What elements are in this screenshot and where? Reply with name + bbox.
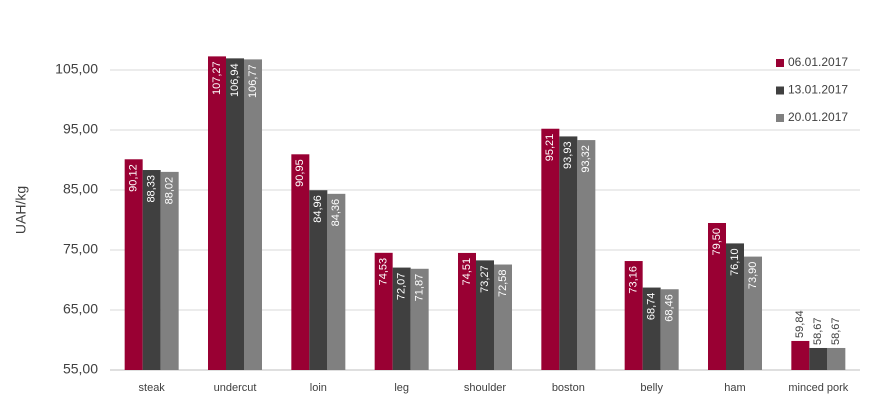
bar: [160, 171, 179, 370]
value-label: 72,58: [497, 270, 509, 298]
value-label: 106,77: [247, 64, 259, 98]
x-tick-label: ham: [724, 382, 745, 394]
bar: [124, 159, 143, 370]
bar: [142, 170, 161, 370]
y-tick-label: 95,00: [63, 121, 98, 137]
legend-swatch: [776, 114, 784, 122]
value-label: 88,02: [164, 177, 176, 205]
bar: [541, 128, 560, 370]
value-label: 68,74: [646, 293, 658, 321]
bar: [410, 268, 429, 370]
y-tick-label: 75,00: [63, 241, 98, 257]
bar: [392, 267, 411, 370]
value-label: 106,94: [229, 63, 241, 97]
bar: [624, 261, 643, 370]
value-label: 84,96: [312, 195, 324, 223]
y-tick-label: 105,00: [55, 61, 98, 77]
bar: [708, 223, 726, 370]
value-label: 95,21: [544, 134, 556, 162]
x-tick-label: leg: [394, 382, 409, 394]
y-tick-label: 85,00: [63, 181, 98, 197]
value-label: 59,84: [794, 310, 806, 338]
value-label: 73,16: [628, 266, 640, 294]
value-label: 84,36: [330, 199, 342, 227]
bar: [374, 252, 393, 370]
x-tick-label: loin: [310, 382, 327, 394]
x-tick-label: shoulder: [464, 382, 507, 394]
x-tick-label: boston: [552, 382, 585, 394]
bar: [577, 140, 596, 370]
value-label: 68,46: [664, 294, 676, 322]
y-axis-label: UAH/kg: [13, 186, 29, 234]
value-label: 58,67: [830, 317, 842, 345]
bar: [244, 59, 262, 370]
bar: [660, 289, 679, 370]
legend-swatch: [776, 59, 784, 67]
bar: [809, 347, 828, 370]
x-tick-label: undercut: [214, 382, 257, 394]
bar: [559, 136, 578, 370]
value-label: 90,95: [294, 159, 306, 187]
value-label: 107,27: [211, 61, 223, 95]
value-label: 74,53: [378, 258, 390, 286]
legend-label: 13.01.2017: [788, 83, 848, 97]
bar: [327, 193, 346, 370]
value-label: 79,50: [711, 228, 723, 256]
value-label: 76,10: [729, 248, 741, 276]
y-tick-label: 65,00: [63, 301, 98, 317]
value-label: 90,12: [128, 164, 140, 192]
bar: [494, 264, 512, 370]
x-tick-label: belly: [640, 382, 663, 394]
x-tick-label: steak: [139, 382, 166, 394]
bar: [642, 287, 661, 370]
y-tick-label: 55,00: [63, 361, 98, 377]
bar: [291, 154, 310, 370]
bar: [744, 256, 762, 370]
x-tick-label: minced pork: [788, 382, 848, 394]
value-label: 71,87: [414, 274, 426, 302]
bar: [226, 58, 244, 371]
legend-swatch: [776, 86, 784, 95]
bar: [827, 347, 846, 370]
bar: [726, 243, 744, 370]
value-label: 93,93: [562, 141, 574, 169]
value-label: 72,07: [396, 273, 408, 301]
value-label: 73,27: [479, 265, 491, 293]
bar: [309, 190, 328, 370]
bar: [208, 56, 226, 370]
value-label: 74,51: [461, 258, 473, 286]
legend-label: 20.01.2017: [788, 110, 848, 124]
value-label: 88,33: [146, 175, 158, 203]
legend-label: 06.01.2017: [788, 55, 848, 69]
value-label: 73,90: [747, 262, 759, 290]
bar: [458, 252, 476, 370]
value-label: 58,67: [812, 317, 824, 345]
bar: [476, 260, 494, 370]
bar: [791, 340, 810, 370]
value-label: 93,32: [580, 145, 592, 173]
